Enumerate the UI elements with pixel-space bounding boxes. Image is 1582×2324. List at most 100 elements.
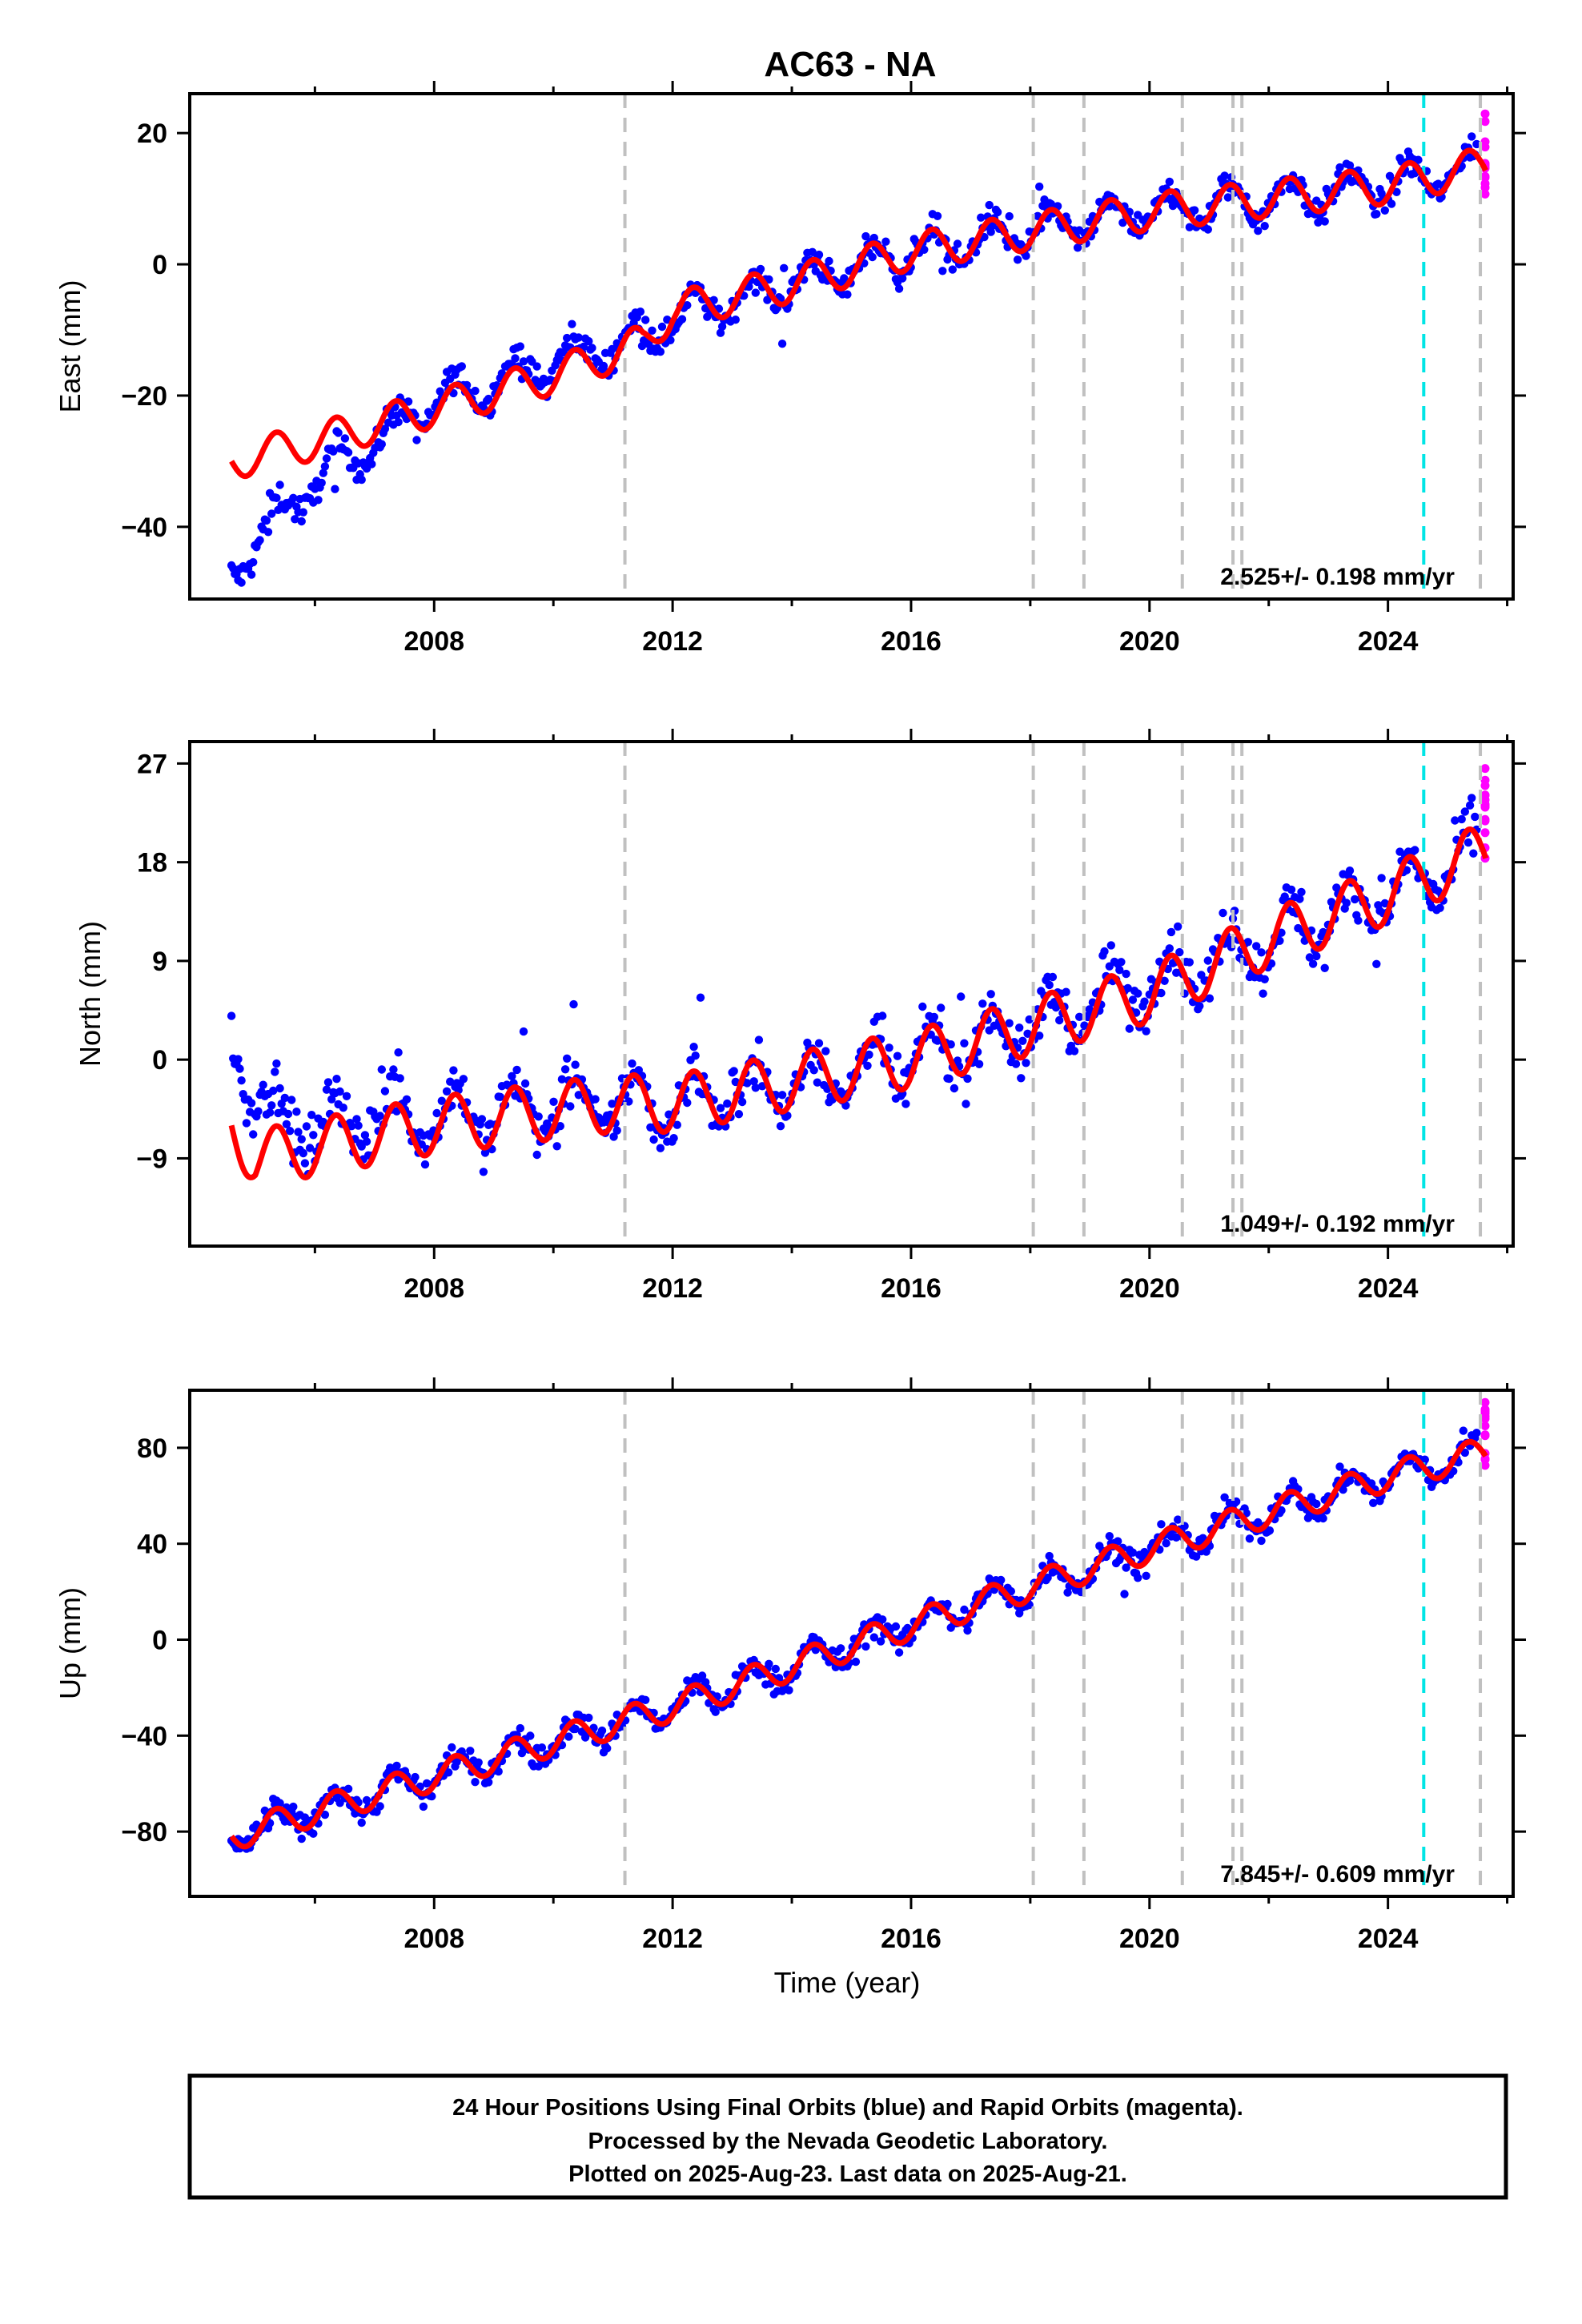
east-final-orbit-point <box>457 362 466 371</box>
east-plot-frame <box>188 92 1515 601</box>
east-final-orbit-point <box>861 231 870 241</box>
north-final-orbit-point <box>1175 947 1184 957</box>
north-final-orbit-point <box>342 1092 351 1101</box>
east-final-orbit-point <box>275 480 284 489</box>
up-final-orbit-point <box>534 1762 543 1771</box>
east-final-orbit-point <box>656 348 665 356</box>
up-final-orbit-point <box>1172 1533 1181 1542</box>
north-final-orbit-point <box>1100 947 1109 956</box>
up-final-orbit-point <box>851 1657 861 1667</box>
east-final-orbit-point <box>868 252 877 262</box>
east-final-orbit-point <box>666 336 675 344</box>
east-final-orbit-point <box>1372 210 1381 219</box>
north-final-orbit-point <box>380 1087 390 1096</box>
up-final-orbit-point <box>260 1806 269 1815</box>
up-final-orbit-point <box>571 1724 580 1734</box>
north-rapid-orbit-point <box>1480 781 1490 790</box>
north-final-orbit-point <box>974 1059 984 1069</box>
east-model-layer <box>229 147 1488 480</box>
up-final-orbit-point <box>309 1829 318 1838</box>
up-final-orbit-point <box>362 1795 371 1805</box>
north-final-orbit-point <box>1372 959 1381 969</box>
up-final-orbit-point <box>444 1768 453 1777</box>
east-final-orbit-point <box>568 320 576 328</box>
north-final-orbit-point <box>297 1135 306 1144</box>
up-rapid-orbit-point <box>1480 1409 1490 1418</box>
north-final-orbit-point <box>1166 927 1176 937</box>
east-final-orbit-point <box>977 213 986 222</box>
up-final-orbit-point <box>697 1671 707 1680</box>
east-final-orbit-point <box>894 284 904 293</box>
north-final-orbit-point <box>574 1091 583 1100</box>
north-final-orbit-point <box>1252 942 1261 951</box>
north-final-orbit-point <box>267 1101 276 1110</box>
north-final-orbit-point <box>1351 895 1359 904</box>
east-final-orbit-point <box>938 267 947 275</box>
east-final-orbit-point <box>599 361 608 371</box>
up-final-orbit-point <box>1174 1515 1182 1524</box>
up-final-orbit-point <box>597 1726 607 1735</box>
east-final-orbit-point <box>641 316 650 324</box>
east-final-orbit-point <box>377 440 386 448</box>
east-final-orbit-point <box>404 397 413 406</box>
east-final-orbit-point <box>331 485 339 493</box>
up-step-lines <box>623 1390 1483 1896</box>
up-final-orbit-point <box>422 1779 432 1788</box>
east-final-orbit-point <box>471 386 480 396</box>
east-final-orbit-point <box>1472 139 1481 149</box>
up-final-orbit-point <box>411 1772 420 1782</box>
north-final-orbit-point <box>1411 846 1419 854</box>
east-final-orbit-point <box>1022 251 1030 260</box>
north-final-orbit-point <box>841 1101 850 1110</box>
north-final-orbit-point <box>294 1128 303 1136</box>
east-final-orbit-point <box>825 256 833 266</box>
north-final-orbit-point <box>280 1093 289 1103</box>
north-final-orbit-point <box>963 1074 972 1084</box>
east-rapid-orbit-point <box>1480 137 1490 147</box>
up-y-tick-label: −80 <box>121 1817 167 1848</box>
up-final-orbit-point <box>275 1799 284 1807</box>
up-final-orbit-point <box>1114 1537 1122 1546</box>
up-final-orbit-point <box>1472 1429 1481 1437</box>
up-final-orbit-point <box>392 1761 401 1771</box>
east-final-orbit-point <box>683 301 692 310</box>
north-final-orbit-point <box>1205 994 1215 1003</box>
north-final-orbit-point <box>885 1043 893 1052</box>
east-final-orbit-point <box>1468 132 1476 141</box>
up-final-orbit-point <box>484 1778 493 1787</box>
up-final-orbit-point <box>785 1686 793 1695</box>
east-final-orbit-point <box>663 316 672 324</box>
north-y-tick-label: 0 <box>152 1045 167 1076</box>
north-final-orbit-point <box>669 1134 678 1143</box>
north-final-orbit-point <box>1106 941 1116 950</box>
up-x-tick-label: 2024 <box>1358 1924 1419 1954</box>
north-x-tick-label: 2016 <box>881 1273 942 1304</box>
north-x-tick-label: 2012 <box>642 1273 703 1304</box>
north-final-orbit-point <box>532 1150 541 1160</box>
up-final-orbit-point <box>357 1818 366 1827</box>
north-final-orbit-point <box>271 1068 279 1076</box>
up-x-tick-label: 2020 <box>1119 1924 1180 1954</box>
up-final-orbit-point <box>494 1767 503 1776</box>
north-final-orbit-point <box>1062 987 1070 996</box>
up-rapid-orbit-point <box>1480 1461 1490 1470</box>
north-rapid-orbit-point <box>1480 801 1490 810</box>
north-final-orbit-point <box>813 1078 822 1087</box>
east-x-tick-label: 2024 <box>1358 626 1419 657</box>
up-final-orbit-point <box>771 1664 780 1674</box>
north-final-orbit-point <box>945 1074 954 1084</box>
north-ticks: 2008 2012 2016 2020 2024 −9 0 9 18 27 <box>136 729 1526 1304</box>
up-final-orbit-point <box>1192 1552 1201 1561</box>
north-final-orbit-point <box>269 1086 278 1096</box>
up-final-orbit-point <box>584 1713 593 1723</box>
north-final-orbit-point <box>749 1077 758 1086</box>
east-final-orbit-point <box>1118 218 1127 227</box>
east-rapid-orbit-point <box>1480 179 1490 188</box>
up-final-orbit-point <box>320 1810 330 1819</box>
east-final-orbit-point <box>1005 211 1014 221</box>
north-final-orbit-point <box>1085 1005 1094 1014</box>
north-final-orbit-point <box>743 1079 752 1088</box>
up-final-orbit-point <box>765 1659 773 1668</box>
